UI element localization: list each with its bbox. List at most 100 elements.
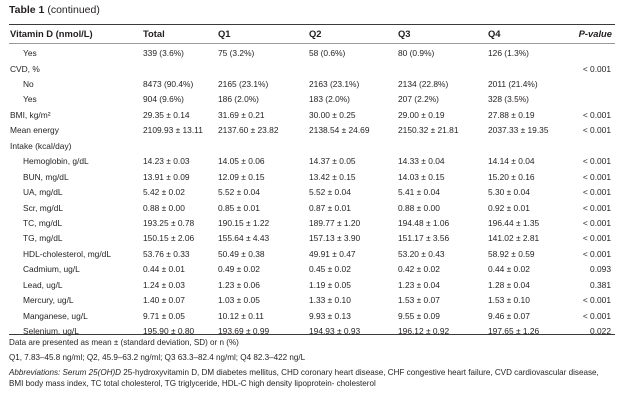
row-label: Selenium, ug/L: [23, 326, 79, 337]
table-row: CVD, % < 0.001: [9, 63, 615, 76]
cell-p-value: < 0.001: [582, 248, 611, 259]
cell-q3: 196.12 ± 0.92: [398, 326, 450, 337]
cell-q2: 1.33 ± 0.10: [309, 295, 351, 306]
table-row: Lead, ug/L 1.24 ± 0.03 1.23 ± 0.06 1.19 ± 0…: [9, 279, 615, 292]
table-row: Mercury, ug/L 1.40 ± 0.07 1.03 ± 0.05 1.33 …: [9, 294, 615, 307]
row-label: Lead, ug/L: [23, 279, 63, 290]
cell-q4: 14.14 ± 0.04: [488, 156, 535, 167]
cell-q1: 186 (2.0%): [218, 94, 259, 105]
table-row: BUN, mg/dL 13.91 ± 0.09 12.09 ± 0.15 13.42 …: [9, 171, 615, 184]
cell-total: 0.88 ± 0.00: [143, 202, 185, 213]
cell-total: 150.15 ± 2.06: [143, 233, 195, 244]
cell-q1: 10.12 ± 0.11: [218, 310, 264, 321]
cell-q3: 0.88 ± 0.00: [398, 202, 440, 213]
header-p-value: P-value: [578, 28, 612, 39]
cell-p-value: < 0.001: [582, 156, 611, 167]
cell-q3: 0.42 ± 0.02: [398, 264, 440, 275]
cell-q1: 0.49 ± 0.02: [218, 264, 260, 275]
table-row: Scr, mg/dL 0.88 ± 0.00 0.85 ± 0.01 0.87 ± 0…: [9, 202, 615, 215]
cell-q4: 1.53 ± 0.10: [488, 295, 530, 306]
row-label: Scr, mg/dL: [23, 202, 64, 213]
cell-q4: 1.28 ± 0.04: [488, 279, 530, 290]
cell-p-value: < 0.001: [582, 310, 611, 321]
row-label: Yes: [23, 48, 37, 58]
cell-q1: 0.85 ± 0.01: [218, 202, 260, 213]
cell-p-value: < 0.001: [582, 171, 611, 182]
table-bottom-rule: [9, 334, 615, 335]
cell-q2: 14.37 ± 0.05: [309, 156, 356, 167]
cell-q1: 75 (3.2%): [218, 48, 255, 58]
cell-q4: 141.02 ± 2.81: [488, 233, 540, 244]
row-label: BUN, mg/dL: [23, 171, 69, 182]
row-label: BMI, kg/m²: [10, 109, 51, 120]
cell-q3: 207 (2.2%): [398, 94, 439, 105]
table-row: TC, mg/dL 193.25 ± 0.78 190.15 ± 1.22 189.7…: [9, 217, 615, 230]
cell-q4: 5.30 ± 0.04: [488, 187, 530, 197]
cell-q1: 155.64 ± 4.43: [218, 233, 270, 244]
cell-q2: 194.93 ± 0.93: [309, 326, 361, 337]
cell-q4: 27.88 ± 0.19: [488, 109, 535, 120]
cell-q1: 2165 (23.1%): [218, 78, 269, 89]
header-q2: Q2: [309, 28, 322, 39]
cell-q1: 31.69 ± 0.21: [218, 109, 265, 120]
row-label: Intake (kcal/day): [10, 140, 72, 151]
row-label: TC, mg/dL: [23, 217, 63, 228]
row-label: Hemoglobin, g/dL: [23, 156, 89, 167]
cell-q2: 2138.54 ± 24.69: [309, 125, 370, 136]
cell-q2: 0.87 ± 0.01: [309, 202, 351, 213]
cell-q1: 1.03 ± 0.05: [218, 295, 260, 306]
cell-total: 14.23 ± 0.03: [143, 156, 190, 167]
table-row: TG, mg/dL 150.15 ± 2.06 155.64 ± 4.43 157.1…: [9, 232, 615, 245]
cell-q3: 2150.32 ± 21.81: [398, 125, 459, 136]
row-label: UA, mg/dL: [23, 187, 63, 197]
cell-q1: 190.15 ± 1.22: [218, 217, 270, 228]
cell-q2: 5.52 ± 0.04: [309, 187, 351, 197]
cell-q1: 5.52 ± 0.04: [218, 187, 260, 197]
cell-total: 5.42 ± 0.02: [143, 187, 185, 197]
header-vitamin-d: Vitamin D (nmol/L): [10, 28, 93, 39]
table-row: HDL-cholesterol, mg/dL 53.76 ± 0.33 50.49 …: [9, 248, 615, 261]
row-label: Yes: [23, 94, 37, 105]
cell-q4: 197.65 ± 1.26: [488, 326, 540, 337]
row-label: CVD, %: [10, 63, 40, 74]
cell-q3: 151.17 ± 3.56: [398, 233, 450, 244]
cell-q4: 2011 (21.4%): [488, 78, 538, 89]
row-label: Mean energy: [10, 125, 59, 136]
table-row: Mean energy 2109.93 ± 13.11 2137.60 ± 23.8…: [9, 124, 615, 137]
cell-total: 339 (3.6%): [143, 48, 184, 58]
cell-total: 53.76 ± 0.33: [143, 248, 190, 259]
row-label: Mercury, ug/L: [23, 295, 74, 306]
cell-q3: 80 (0.9%): [398, 48, 435, 58]
cell-q4: 58.92 ± 0.59: [488, 248, 535, 259]
cell-q3: 9.55 ± 0.09: [398, 310, 440, 321]
cell-q4: 0.44 ± 0.02: [488, 264, 530, 275]
cell-q4: 328 (3.5%): [488, 94, 529, 105]
table-row: Manganese, ug/L 9.71 ± 0.05 10.12 ± 0.11 9.…: [9, 310, 615, 323]
footnote-data-note: Data are presented as mean ± (standard d…: [9, 338, 239, 347]
cell-p-value: < 0.001: [582, 109, 611, 120]
table-row: No 8473 (90.4%) 2165 (23.1%) 2163 (23.1%) 21…: [9, 78, 615, 91]
table-row: Hemoglobin, g/dL 14.23 ± 0.03 14.05 ± 0.06…: [9, 155, 615, 168]
cell-total: 2109.93 ± 13.11: [143, 125, 203, 136]
footnote-abbreviations: Abbreviations: Serum 25(OH)D 25-hydroxyv…: [9, 368, 615, 389]
cell-q4: 126 (1.3%): [488, 48, 529, 58]
cell-q2: 189.77 ± 1.20: [309, 217, 361, 228]
cell-q3: 194.48 ± 1.06: [398, 217, 450, 228]
cell-p-value: 0.093: [590, 264, 611, 275]
cell-q1: 14.05 ± 0.06: [218, 156, 265, 167]
table-row: UA, mg/dL 5.42 ± 0.02 5.52 ± 0.04 5.52 ± 0.…: [9, 186, 615, 199]
cell-total: 8473 (90.4%): [143, 78, 194, 89]
cell-total: 904 (9.6%): [143, 94, 184, 105]
header-q3: Q3: [398, 28, 411, 39]
cell-total: 193.25 ± 0.78: [143, 217, 195, 228]
cell-q2: 13.42 ± 0.15: [309, 171, 356, 182]
table-row: Cadmium, ug/L 0.44 ± 0.01 0.49 ± 0.02 0.45 …: [9, 263, 615, 276]
cell-total: 9.71 ± 0.05: [143, 310, 185, 321]
table-row: Yes 904 (9.6%) 186 (2.0%) 183 (2.0%) 207 (2.…: [9, 93, 615, 106]
cell-q4: 2037.33 ± 19.35: [488, 125, 549, 136]
table-row: BMI, kg/m² 29.35 ± 0.14 31.69 ± 0.21 30.00 …: [9, 109, 615, 122]
footnote-abbrev-prefix: Abbreviations: Serum 25(OH)D: [9, 368, 122, 377]
cell-total: 0.44 ± 0.01: [143, 264, 185, 275]
row-label: Cadmium, ug/L: [23, 264, 80, 275]
